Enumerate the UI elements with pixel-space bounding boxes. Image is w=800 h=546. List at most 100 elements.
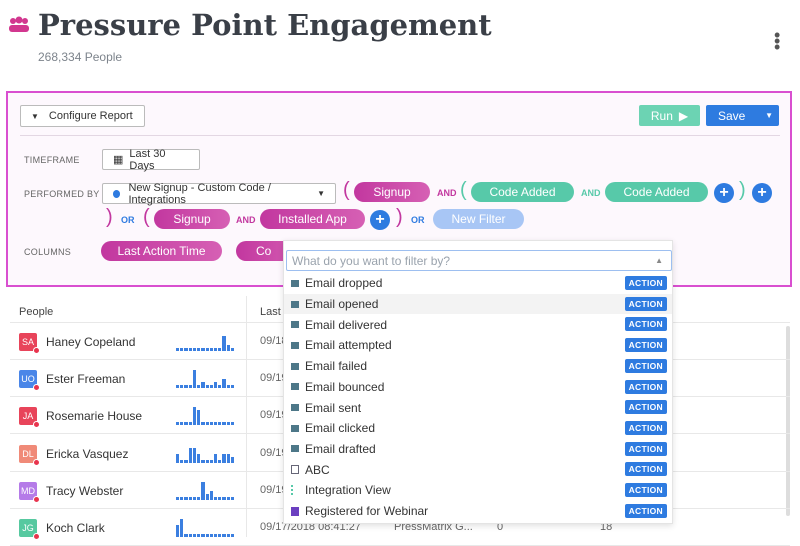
person-name[interactable]: Ester Freeman [46, 372, 126, 387]
new-filter-chip[interactable]: New Filter [433, 209, 524, 229]
caret-up-icon: ▲ [655, 256, 663, 265]
last-action-time: 09/17/2018 08:41:27 [260, 521, 361, 533]
spark-bar [176, 525, 180, 537]
timeframe-select[interactable]: ▦ Last 30 Days [102, 148, 200, 172]
email-icon [291, 279, 299, 287]
filter-option[interactable]: Email dropped ACTION [284, 273, 672, 294]
filter-chip[interactable]: Installed App [260, 209, 365, 229]
filter-option[interactable]: Email clicked ACTION [284, 418, 672, 439]
paren: ) [396, 206, 403, 228]
spark-bar [218, 496, 222, 500]
status-dot-icon [33, 384, 40, 392]
spark-bar [201, 534, 205, 537]
person-name[interactable]: Koch Clark [46, 521, 105, 535]
spark-bar [197, 534, 201, 537]
person-name[interactable]: Tracy Webster [46, 483, 124, 498]
filter-chip[interactable]: Code Added [605, 182, 708, 202]
and-label: AND [236, 215, 256, 225]
spark-bar [184, 534, 188, 537]
spark-bar [176, 348, 180, 351]
last-action-time: 09/19 [260, 483, 288, 496]
paren: ) [106, 206, 113, 228]
column-header-people[interactable]: People [19, 306, 54, 318]
activity-sparkline [176, 407, 235, 426]
spark-bar [209, 459, 213, 463]
filter-chip[interactable]: Signup [154, 209, 230, 229]
last-action-time: 09/19 [260, 446, 288, 459]
spark-bar [205, 459, 209, 463]
filter-option[interactable]: Email sent ACTION [284, 397, 672, 418]
spark-bar [230, 496, 235, 500]
filter-option[interactable]: Registered for Webinar ACTION [284, 501, 672, 522]
spark-bar [197, 348, 201, 351]
add-filter-button[interactable]: + [752, 183, 772, 203]
spark-bar [230, 348, 235, 351]
spark-bar [213, 348, 218, 351]
avatar: JA [19, 407, 40, 429]
spark-bar [230, 456, 235, 463]
spark-bar [184, 385, 188, 389]
spark-bar [209, 534, 213, 537]
performed-by-label: PERFORMED BY [24, 189, 100, 199]
or-label: OR [121, 215, 135, 225]
timeframe-label: TIMEFRAME [24, 155, 80, 165]
save-button[interactable]: Save ▼ [706, 105, 779, 126]
filter-option[interactable]: Integration View ACTION [284, 480, 672, 501]
status-dot-icon [33, 347, 40, 354]
segment-select[interactable]: New Signup - Custom Code / Integrations ▼ [102, 182, 336, 206]
spark-bar [222, 453, 226, 463]
scrollbar[interactable] [786, 326, 790, 516]
action-badge: ACTION [624, 358, 667, 373]
filter-option[interactable]: Email opened ACTION [284, 293, 672, 315]
person-name[interactable]: Rosemarie House [46, 409, 143, 424]
filter-option[interactable]: Email delivered ACTION [284, 314, 672, 335]
last-action-time: 09/19 [260, 372, 288, 385]
filter-chip[interactable]: Signup [354, 182, 430, 202]
caret-down-icon[interactable]: ▼ [765, 111, 773, 120]
action-badge: ACTION [624, 441, 667, 456]
avatar: MD [19, 481, 40, 503]
spark-bar [218, 348, 222, 351]
people-count: 268,334 People [38, 50, 123, 64]
spark-bar [226, 385, 230, 389]
filter-chip[interactable]: Code Added [471, 182, 574, 202]
person-name[interactable]: Haney Copeland [46, 335, 136, 349]
paren: ( [343, 179, 350, 201]
configure-report-button[interactable]: ▼ Configure Report [20, 105, 145, 127]
custom-event-icon [291, 465, 299, 475]
spark-bar [197, 496, 201, 500]
spark-bar [188, 496, 192, 500]
last-action-time: 09/18 [260, 335, 288, 347]
spark-bar [176, 422, 180, 426]
action-badge: ACTION [624, 317, 667, 332]
spark-bar [197, 385, 201, 389]
activity-sparkline [176, 333, 235, 351]
column-header-last-action[interactable]: Last A [260, 306, 291, 318]
filter-search-input[interactable]: What do you want to filter by? ▲ [286, 250, 672, 271]
person-name[interactable]: Ericka Vasquez [46, 446, 129, 461]
and-label: AND [581, 188, 601, 198]
add-filter-button[interactable]: + [714, 183, 734, 203]
spark-bar [222, 379, 226, 389]
spark-bar [205, 493, 209, 500]
more-menu-icon[interactable]: • • • [774, 25, 781, 57]
count: 18 [600, 521, 613, 533]
add-filter-button[interactable]: + [370, 210, 390, 230]
source: PressMatrix G... [394, 521, 473, 533]
caret-down-icon: ▼ [317, 189, 325, 198]
filter-option[interactable]: Email drafted ACTION [284, 439, 672, 460]
filter-option[interactable]: ABC ACTION [284, 459, 672, 480]
column-chip[interactable]: Last Action Time [101, 241, 222, 261]
spark-bar [192, 447, 197, 463]
spark-bar [209, 490, 213, 500]
action-badge: ACTION [624, 379, 667, 394]
run-button[interactable]: Run ▶ [639, 105, 700, 126]
filter-option[interactable]: Email failed ACTION [284, 356, 672, 377]
filter-option[interactable]: Email attempted ACTION [284, 335, 672, 356]
email-icon [291, 383, 299, 391]
spark-bar [218, 385, 222, 389]
spark-bar [201, 481, 205, 500]
filter-option[interactable]: Email bounced ACTION [284, 377, 672, 398]
activity-sparkline [176, 519, 235, 537]
spark-bar [197, 410, 201, 426]
